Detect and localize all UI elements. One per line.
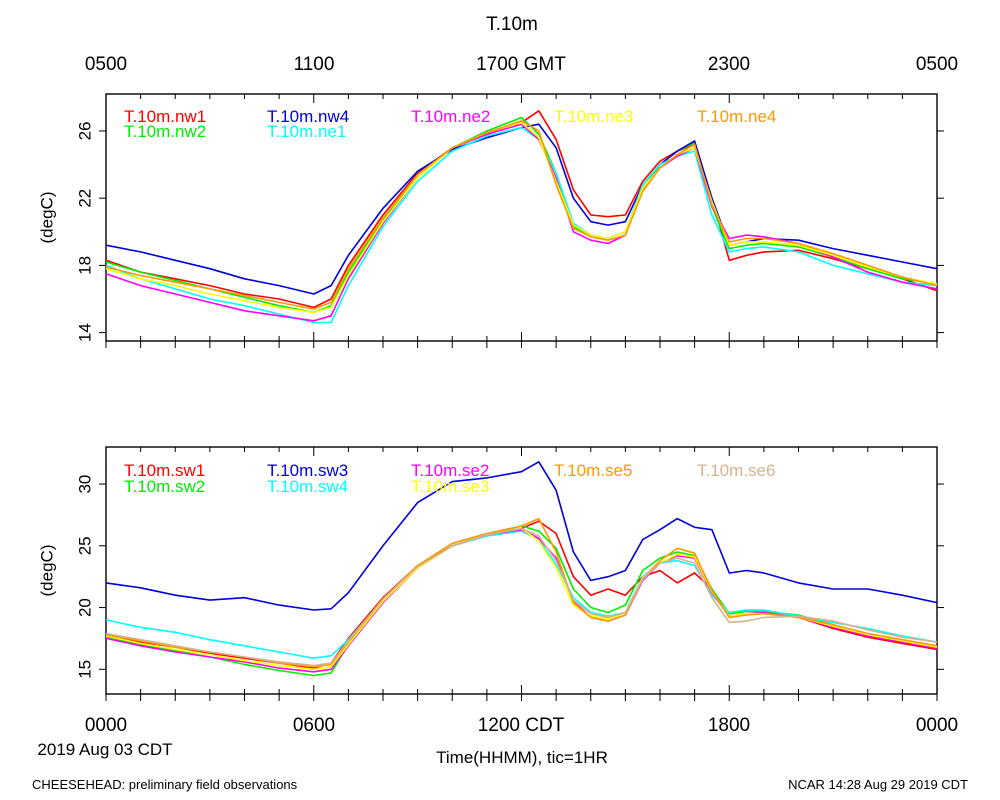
bottom-axis-labels: 0000 0600 1200 CDT 1800 0000 bbox=[85, 715, 958, 736]
bottom-axis-tick-label: 1200 CDT bbox=[478, 715, 565, 736]
y-tick-label: 14 bbox=[75, 323, 94, 342]
y-axis-label: (degC) bbox=[37, 192, 56, 244]
top-axis-tick-label: 2300 bbox=[708, 54, 750, 75]
legend-entry: T.10m.sw3 bbox=[267, 461, 348, 480]
top-axis-labels: 0500 1100 1700 GMT 2300 0500 bbox=[85, 54, 958, 75]
legend-entry: T.10m.ne1 bbox=[267, 122, 346, 141]
series-line-T.10m.ne4 bbox=[105, 120, 938, 310]
legend-entry: T.10m.ne3 bbox=[554, 107, 633, 126]
bottom-axis-tick-label: 0600 bbox=[293, 715, 335, 736]
legend-entry: T.10m.sw1 bbox=[124, 461, 205, 480]
y-tick-label: 18 bbox=[75, 256, 94, 275]
y-tick-label: 20 bbox=[75, 598, 94, 617]
top-axis-tick-label: 1100 bbox=[294, 54, 335, 75]
y-tick-label: 26 bbox=[75, 122, 94, 141]
series-line-T.10m.nw1 bbox=[105, 110, 938, 309]
x-axis-label: Time(HHMM), tic=1HR bbox=[436, 748, 608, 767]
top-axis-tick-label: 1700 GMT bbox=[476, 54, 566, 75]
legend-entry: T.10m.sw4 bbox=[267, 477, 348, 496]
series-line-T.10m.sw1 bbox=[105, 520, 938, 669]
series-line-T.10m.sw4 bbox=[105, 530, 938, 660]
legend-entry: T.10m.ne4 bbox=[697, 107, 776, 126]
legend-entry: T.10m.nw1 bbox=[124, 107, 206, 126]
series-line-T.10m.ne2 bbox=[105, 123, 938, 322]
y-tick-label: 22 bbox=[75, 189, 94, 208]
legend-entry: T.10m.se2 bbox=[411, 461, 489, 480]
legend-entry: T.10m.sw2 bbox=[124, 477, 205, 496]
series-line-T.10m.se5 bbox=[105, 517, 938, 668]
series-line-T.10m.se6 bbox=[105, 527, 938, 667]
footer-left: CHEESEHEAD: preliminary field observatio… bbox=[32, 777, 298, 792]
legend-entry: T.10m.se5 bbox=[554, 461, 632, 480]
legend-entry: T.10m.ne2 bbox=[411, 107, 490, 126]
series-line-T.10m.sw2 bbox=[105, 525, 938, 677]
y-tick-label: 30 bbox=[75, 475, 94, 494]
bottom-axis-tick-label: 0000 bbox=[916, 715, 958, 736]
y-tick-label: 15 bbox=[75, 660, 94, 679]
series-line-T.10m.nw4 bbox=[105, 123, 938, 295]
legend-entry: T.10m.nw4 bbox=[267, 107, 349, 126]
top-axis-tick-label: 0500 bbox=[916, 54, 958, 75]
footer-right: NCAR 14:28 Aug 29 2019 CDT bbox=[788, 777, 968, 792]
top-axis-tick-label: 0500 bbox=[85, 54, 127, 75]
series-line-T.10m.sw3 bbox=[105, 460, 938, 611]
series-line-T.10m.se2 bbox=[105, 528, 938, 673]
series-line-T.10m.ne3 bbox=[105, 121, 938, 314]
legend-entry: T.10m.nw2 bbox=[124, 122, 206, 141]
bottom-axis-tick-label: 0000 bbox=[85, 715, 127, 736]
bottom-axis-tick-label: 1800 bbox=[708, 715, 750, 736]
plot-frame bbox=[105, 93, 938, 342]
legend-entry: T.10m.se3 bbox=[411, 477, 489, 496]
series-line-T.10m.nw2 bbox=[105, 116, 938, 314]
figure-title: T.10m bbox=[486, 14, 538, 35]
panel-bottom: 15 20 25 30 (degC) T.10m.sw1 T.10m.sw3 T.10m.se… bbox=[37, 446, 944, 701]
y-tick-label: 25 bbox=[75, 536, 94, 555]
date-label: 2019 Aug 03 CDT bbox=[37, 740, 172, 759]
legend-entry: T.10m.se6 bbox=[697, 461, 775, 480]
y-axis-label: (degC) bbox=[37, 545, 56, 597]
